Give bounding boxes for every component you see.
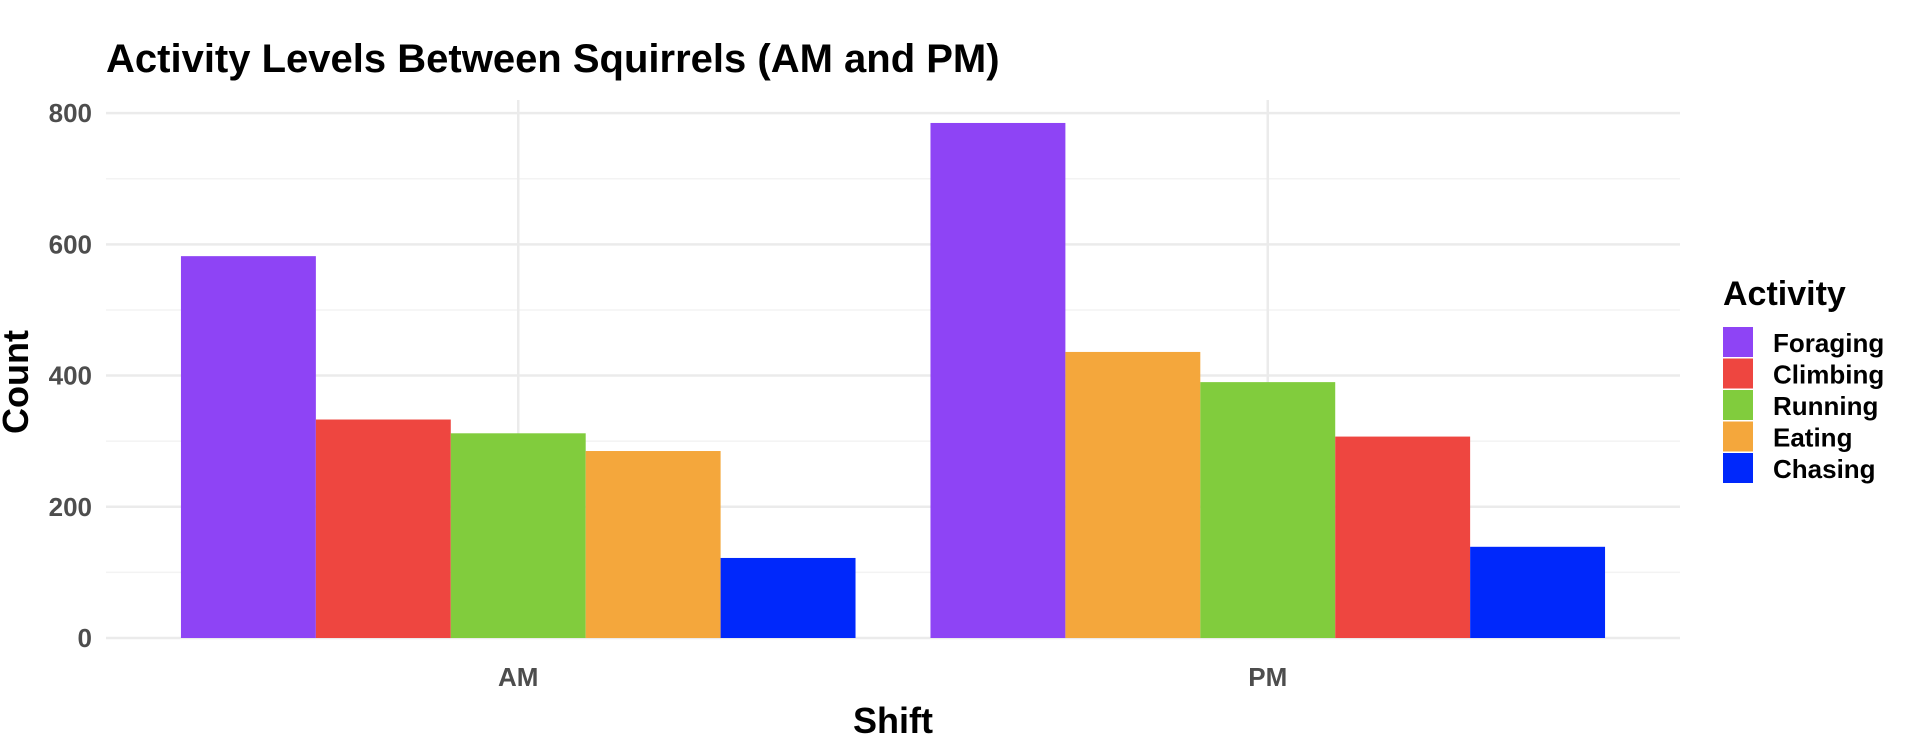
x-tick-label: PM xyxy=(1248,662,1287,692)
bar-pm-chasing xyxy=(1470,546,1606,638)
bar-pm-climbing xyxy=(1335,436,1471,638)
bar-pm-running xyxy=(1200,382,1336,638)
legend: Activity ForagingClimbingRunningEatingCh… xyxy=(1723,275,1884,484)
bar-pm-foraging xyxy=(930,122,1066,638)
y-axis-title: Count xyxy=(0,330,36,434)
bar-am-eating xyxy=(585,451,721,638)
legend-swatch-running xyxy=(1723,390,1753,420)
legend-label-running: Running xyxy=(1773,391,1878,421)
y-tick-label: 600 xyxy=(49,229,92,259)
bars xyxy=(180,122,1606,638)
legend-label-climbing: Climbing xyxy=(1773,360,1884,390)
legend-title: Activity xyxy=(1723,275,1846,313)
legend-swatch-climbing xyxy=(1723,358,1753,389)
bar-am-foraging xyxy=(180,256,316,638)
legend-label-foraging: Foraging xyxy=(1773,328,1884,358)
legend-swatch-chasing xyxy=(1723,453,1753,483)
y-tick-label: 200 xyxy=(49,492,92,522)
x-tick-label: AM xyxy=(498,662,538,692)
y-tick-label: 0 xyxy=(78,623,92,653)
x-axis-ticks: AM PM xyxy=(498,662,1287,692)
y-tick-label: 800 xyxy=(49,98,92,128)
bar-pm-eating xyxy=(1065,351,1201,638)
legend-label-eating: Eating xyxy=(1773,423,1852,453)
bar-am-running xyxy=(450,433,586,638)
bar-am-chasing xyxy=(720,557,856,638)
y-tick-label: 400 xyxy=(49,361,92,391)
x-axis-title: Shift xyxy=(853,700,933,741)
legend-label-chasing: Chasing xyxy=(1773,454,1876,484)
legend-swatch-foraging xyxy=(1723,327,1753,357)
legend-swatch-eating xyxy=(1723,421,1753,452)
chart-title: Activity Levels Between Squirrels (AM an… xyxy=(106,37,1000,81)
bar-am-climbing xyxy=(315,419,451,638)
y-axis-ticks: 0 200 400 600 800 xyxy=(49,98,92,653)
